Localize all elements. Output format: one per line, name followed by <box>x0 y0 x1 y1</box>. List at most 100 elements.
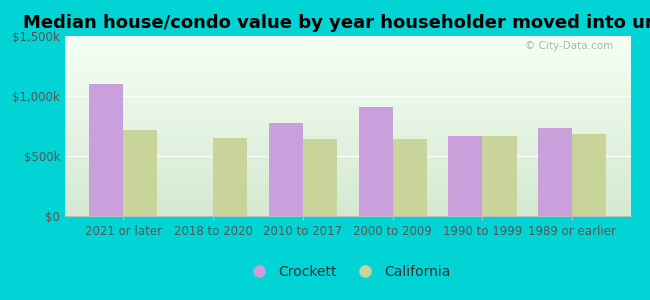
Bar <box>65 160 630 161</box>
Bar <box>65 82 630 83</box>
Bar <box>65 207 630 208</box>
Bar <box>65 55 630 56</box>
Bar <box>65 198 630 199</box>
Bar <box>65 66 630 67</box>
Bar <box>65 122 630 123</box>
Bar <box>65 208 630 209</box>
Bar <box>65 152 630 153</box>
Bar <box>65 123 630 124</box>
Bar <box>393 139 427 216</box>
Bar <box>65 190 630 191</box>
Bar <box>65 154 630 155</box>
Bar <box>65 52 630 53</box>
Bar <box>65 63 630 64</box>
Bar <box>65 53 630 54</box>
Bar <box>65 42 630 43</box>
Bar <box>65 84 630 85</box>
Bar <box>65 184 630 185</box>
Bar <box>65 176 630 177</box>
Bar <box>65 78 630 79</box>
Bar <box>538 128 572 216</box>
Bar <box>65 215 630 216</box>
Bar <box>65 174 630 175</box>
Bar <box>65 178 630 179</box>
Bar <box>65 166 630 167</box>
Bar <box>65 74 630 75</box>
Bar <box>65 37 630 38</box>
Bar <box>65 115 630 116</box>
Bar <box>65 98 630 99</box>
Bar <box>65 104 630 105</box>
Bar <box>65 164 630 165</box>
Bar <box>65 96 630 97</box>
Bar <box>65 80 630 81</box>
Bar <box>448 136 482 216</box>
Bar <box>65 50 630 51</box>
Bar <box>65 113 630 114</box>
Bar <box>65 105 630 106</box>
Bar <box>65 204 630 205</box>
Bar <box>65 196 630 197</box>
Bar <box>65 161 630 162</box>
Bar <box>65 120 630 121</box>
Bar <box>65 111 630 112</box>
Bar <box>65 209 630 210</box>
Bar <box>65 143 630 144</box>
Bar <box>65 47 630 48</box>
Bar <box>65 73 630 74</box>
Bar <box>65 127 630 128</box>
Bar <box>65 181 630 182</box>
Bar <box>124 130 157 216</box>
Bar <box>65 109 630 110</box>
Bar <box>89 84 124 216</box>
Bar <box>65 102 630 103</box>
Bar <box>65 118 630 119</box>
Bar <box>65 106 630 107</box>
Bar <box>65 197 630 198</box>
Bar <box>65 51 630 52</box>
Bar <box>65 72 630 73</box>
Bar <box>65 205 630 206</box>
Bar <box>65 81 630 82</box>
Bar <box>65 103 630 104</box>
Bar <box>65 94 630 95</box>
Bar <box>65 121 630 122</box>
Bar <box>65 155 630 156</box>
Bar <box>65 65 630 66</box>
Bar <box>65 132 630 133</box>
Bar <box>65 201 630 202</box>
Bar <box>65 76 630 77</box>
Bar <box>65 163 630 164</box>
Bar <box>65 40 630 41</box>
Bar <box>65 162 630 163</box>
Bar <box>65 43 630 44</box>
Bar <box>65 141 630 142</box>
Bar <box>65 182 630 183</box>
Bar <box>65 172 630 173</box>
Bar <box>268 123 303 216</box>
Bar <box>65 167 630 168</box>
Bar <box>65 88 630 89</box>
Bar <box>65 41 630 42</box>
Bar <box>65 144 630 145</box>
Bar <box>65 203 630 204</box>
Bar <box>65 87 630 88</box>
Bar <box>65 107 630 108</box>
Bar <box>65 212 630 213</box>
Bar <box>65 175 630 176</box>
Bar <box>65 136 630 137</box>
Bar <box>65 61 630 62</box>
Bar <box>65 128 630 129</box>
Bar <box>65 139 630 140</box>
Bar <box>65 186 630 187</box>
Bar <box>65 126 630 127</box>
Bar <box>65 142 630 143</box>
Bar <box>65 153 630 154</box>
Bar <box>65 89 630 90</box>
Title: Median house/condo value by year householder moved into unit: Median house/condo value by year househo… <box>23 14 650 32</box>
Bar <box>65 213 630 214</box>
Bar <box>65 165 630 166</box>
Bar <box>65 68 630 69</box>
Bar <box>65 117 630 118</box>
Bar <box>65 195 630 196</box>
